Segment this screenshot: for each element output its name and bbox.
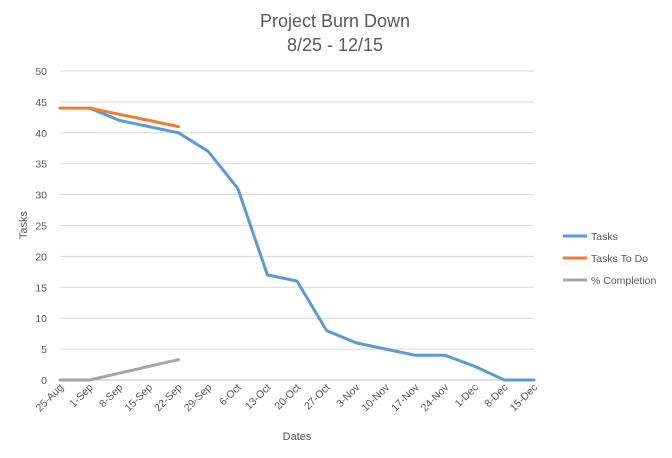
x-tick-label: 15-Sep	[123, 382, 156, 415]
y-tick-label: 20	[35, 251, 47, 263]
gridlines	[60, 70, 534, 350]
legend-label: Tasks	[591, 231, 618, 243]
y-tick-label: 35	[35, 159, 47, 171]
series-line	[58, 358, 180, 382]
x-tick-label: 1-Dec	[453, 382, 481, 410]
x-tick-label: 13-Oct	[243, 382, 274, 413]
x-tick-label: 1-Sep	[67, 382, 95, 410]
y-axis-ticks: 0 5 10 15 20 25 30 35 40 45 50	[35, 66, 47, 387]
y-axis-title: Tasks	[18, 210, 30, 239]
y-tick-label: 0	[41, 375, 47, 387]
y-tick-label: 40	[35, 128, 47, 140]
legend-label: % Completion	[591, 275, 657, 287]
x-tick-label: 15-Dec	[508, 382, 540, 414]
series-line	[88, 106, 536, 382]
chart-subtitle: 8/25 - 12/15	[287, 35, 383, 55]
y-tick-label: 45	[35, 97, 47, 109]
x-tick-label: 27-Oct	[302, 382, 333, 413]
x-tick-label: 25-Aug	[34, 382, 67, 415]
x-tick-label: 8-Sep	[97, 382, 125, 410]
y-tick-label: 10	[35, 313, 47, 325]
x-tick-label: 24-Nov	[419, 381, 452, 414]
series-lines	[58, 106, 536, 382]
x-tick-label: 17-Nov	[389, 381, 422, 414]
x-tick-label: 8-Dec	[482, 382, 510, 410]
y-tick-label: 50	[35, 66, 47, 78]
series-line	[58, 106, 180, 129]
y-tick-label: 30	[35, 190, 47, 202]
x-tick-label: 29-Sep	[182, 382, 215, 415]
x-tick-label: 6-Oct	[217, 382, 244, 409]
y-tick-label: 25	[35, 221, 47, 233]
y-tick-label: 5	[41, 344, 47, 356]
x-axis-title: Dates	[283, 431, 312, 443]
x-tick-label: 22-Sep	[152, 382, 185, 415]
x-tick-label: 10-Nov	[360, 381, 393, 414]
chart-title: Project Burn Down	[260, 11, 410, 31]
legend: Tasks Tasks To Do % Completion	[563, 231, 657, 287]
legend-label: Tasks To Do	[591, 253, 648, 265]
x-tick-label: 20-Oct	[272, 382, 303, 413]
y-tick-label: 15	[35, 282, 47, 294]
